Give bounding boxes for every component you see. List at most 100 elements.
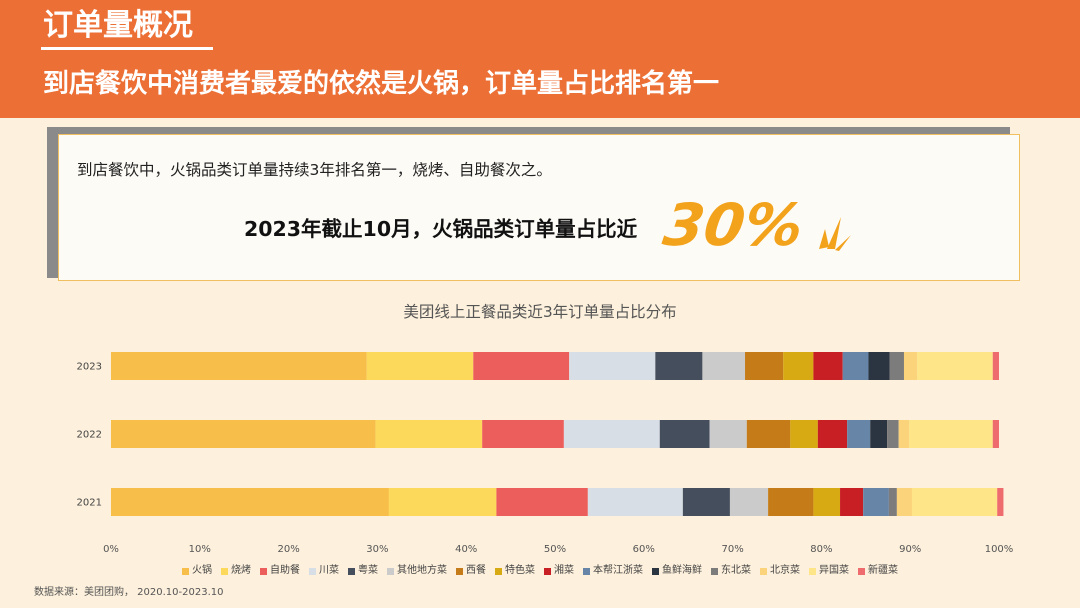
bar-segment [896,488,912,516]
y-tick-label: 2021 [77,498,102,509]
x-tick-label: 50% [544,544,566,555]
bar-segment [745,352,784,380]
x-tick-label: 70% [721,544,743,555]
x-tick-label: 10% [189,544,211,555]
bar-segment [709,420,747,448]
legend-item: 烧烤 [221,564,251,578]
legend-label: 粤菜 [358,565,378,576]
legend-swatch [544,567,551,575]
legend-swatch [583,567,590,575]
bar-segment [655,352,703,380]
legend-item: 东北菜 [711,564,751,578]
legend-swatch [309,567,316,575]
bar-segment [563,420,660,448]
x-tick-label: 20% [277,544,299,555]
x-tick-label: 60% [633,544,655,555]
legend-label: 湘菜 [554,565,574,576]
legend-swatch [760,567,767,575]
chart-legend: 火锅 烧烤 自助餐 川菜 粤菜 其他地方菜 西餐 特色菜 湘菜 本帮江浙菜 鱼鲜海鲜 东北菜 北京菜 异国… [0,564,1080,578]
bar-segment [813,352,843,380]
bar-segment [842,352,869,380]
bar-segment [682,488,730,516]
summary-card: 到店餐饮中，火锅品类订单量持续3年排名第一，烧烤、自助餐次之。 2023年截止1… [58,134,1020,281]
bar-segment [888,488,897,516]
header-banner: 订单量概况 到店餐饮中消费者最爱的依然是火锅，订单量占比排名第一 [0,0,1080,118]
x-tick-label: 100% [985,544,1014,555]
bar-segment [659,420,710,448]
legend-swatch [182,567,189,575]
legend-label: 川菜 [319,565,339,576]
legend-label: 异国菜 [819,565,849,576]
legend-label: 北京菜 [770,565,800,576]
y-tick-label: 2022 [77,430,102,441]
legend-swatch [221,567,228,575]
headline: 到店餐饮中消费者最爱的依然是火锅，订单量占比排名第一 [43,69,720,99]
legend-label: 鱼鲜海鲜 [662,565,702,576]
chart-title: 美团线上正餐品类近3年订单量占比分布 [403,303,677,321]
bar-segment [889,352,904,380]
bar-segment [887,420,899,448]
section-title: 订单量概况 [43,8,193,43]
legend-swatch [495,567,502,575]
legend-item: 特色菜 [495,564,535,578]
legend-swatch [260,567,267,575]
bar-segment [917,352,993,380]
bar-segment [813,488,841,516]
bar-segment [111,352,367,380]
legend-item: 自助餐 [260,564,300,578]
highlight-text: 2023年截止10月，火锅品类订单量占比近 [244,217,638,241]
x-tick-label: 0% [103,544,119,555]
bar-segment [997,488,1004,516]
legend-item: 本帮江浙菜 [583,564,643,578]
bar-segment [783,352,814,380]
bar-segment [909,420,993,448]
legend-swatch [387,567,394,575]
bar-segment [388,488,497,516]
bar-segment [992,420,999,448]
bar-segment [817,420,848,448]
bar-segment [870,420,888,448]
legend-label: 东北菜 [721,565,751,576]
legend-swatch [809,567,816,575]
data-source: 数据来源：美团团购， 2020.10-2023.10 [34,587,224,598]
bar-segment [375,420,483,448]
legend-item: 新疆菜 [858,564,898,578]
bar-segment [903,352,918,380]
legend-item: 其他地方菜 [387,564,447,578]
bar-segment [768,488,814,516]
legend-label: 烧烤 [231,565,251,576]
x-tick-label: 40% [455,544,477,555]
bar-segment [863,488,889,516]
legend-label: 新疆菜 [868,565,898,576]
bar-segment [702,352,746,380]
bar-segment [911,488,998,516]
legend-item: 湘菜 [544,564,574,578]
legend-label: 自助餐 [270,565,300,576]
legend-label: 火锅 [192,565,212,576]
bar-segment [496,488,588,516]
bar-segment [868,352,890,380]
legend-swatch [711,567,718,575]
y-tick-label: 2023 [77,362,102,373]
legend-item: 异国菜 [809,564,849,578]
legend-swatch [348,567,355,575]
legend-item: 粤菜 [348,564,378,578]
bar-segment [840,488,864,516]
legend-item: 北京菜 [760,564,800,578]
legend-swatch [456,567,463,575]
legend-label: 本帮江浙菜 [593,565,643,576]
legend-label: 西餐 [466,565,486,576]
x-tick-label: 80% [810,544,832,555]
legend-item: 川菜 [309,564,339,578]
bar-segment [847,420,871,448]
x-tick-label: 30% [366,544,388,555]
spark-icon [819,217,851,251]
legend-item: 火锅 [182,564,212,578]
legend-item: 西餐 [456,564,486,578]
legend-label: 特色菜 [505,565,535,576]
legend-item: 鱼鲜海鲜 [652,564,702,578]
x-tick-label: 90% [899,544,921,555]
bar-segment [729,488,769,516]
legend-swatch [858,567,865,575]
